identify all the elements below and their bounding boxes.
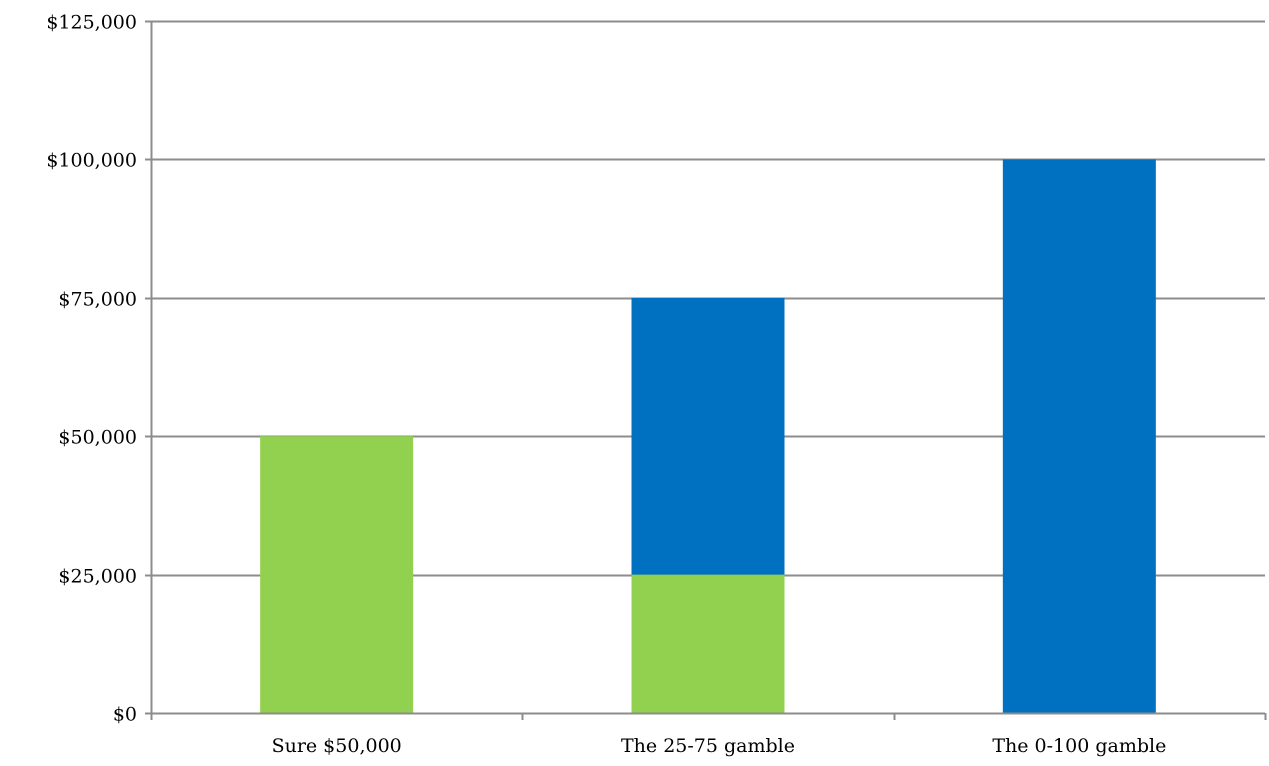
y-tick-label: $75,000 — [58, 289, 137, 311]
tick-labels: $0 $25,000 $50,000 $75,000 $100,000 $125,000 S… — [46, 12, 1166, 758]
axes — [145, 20, 1267, 720]
y-tick-label: $100,000 — [46, 150, 137, 172]
bars — [260, 159, 1156, 713]
y-tick-label: $0 — [113, 704, 137, 726]
x-tick-label: The 0-100 gamble — [992, 735, 1166, 757]
x-tick-label: Sure $50,000 — [272, 735, 402, 757]
bar-segment — [631, 574, 785, 713]
y-tick-label: $25,000 — [58, 566, 137, 588]
bar-segment — [1002, 159, 1156, 713]
bar-segment — [631, 297, 785, 575]
x-tick-label: The 25-75 gamble — [621, 735, 795, 757]
y-tick-label: $125,000 — [46, 12, 137, 34]
y-tick-label: $50,000 — [58, 427, 137, 449]
bar-segment — [260, 436, 414, 713]
